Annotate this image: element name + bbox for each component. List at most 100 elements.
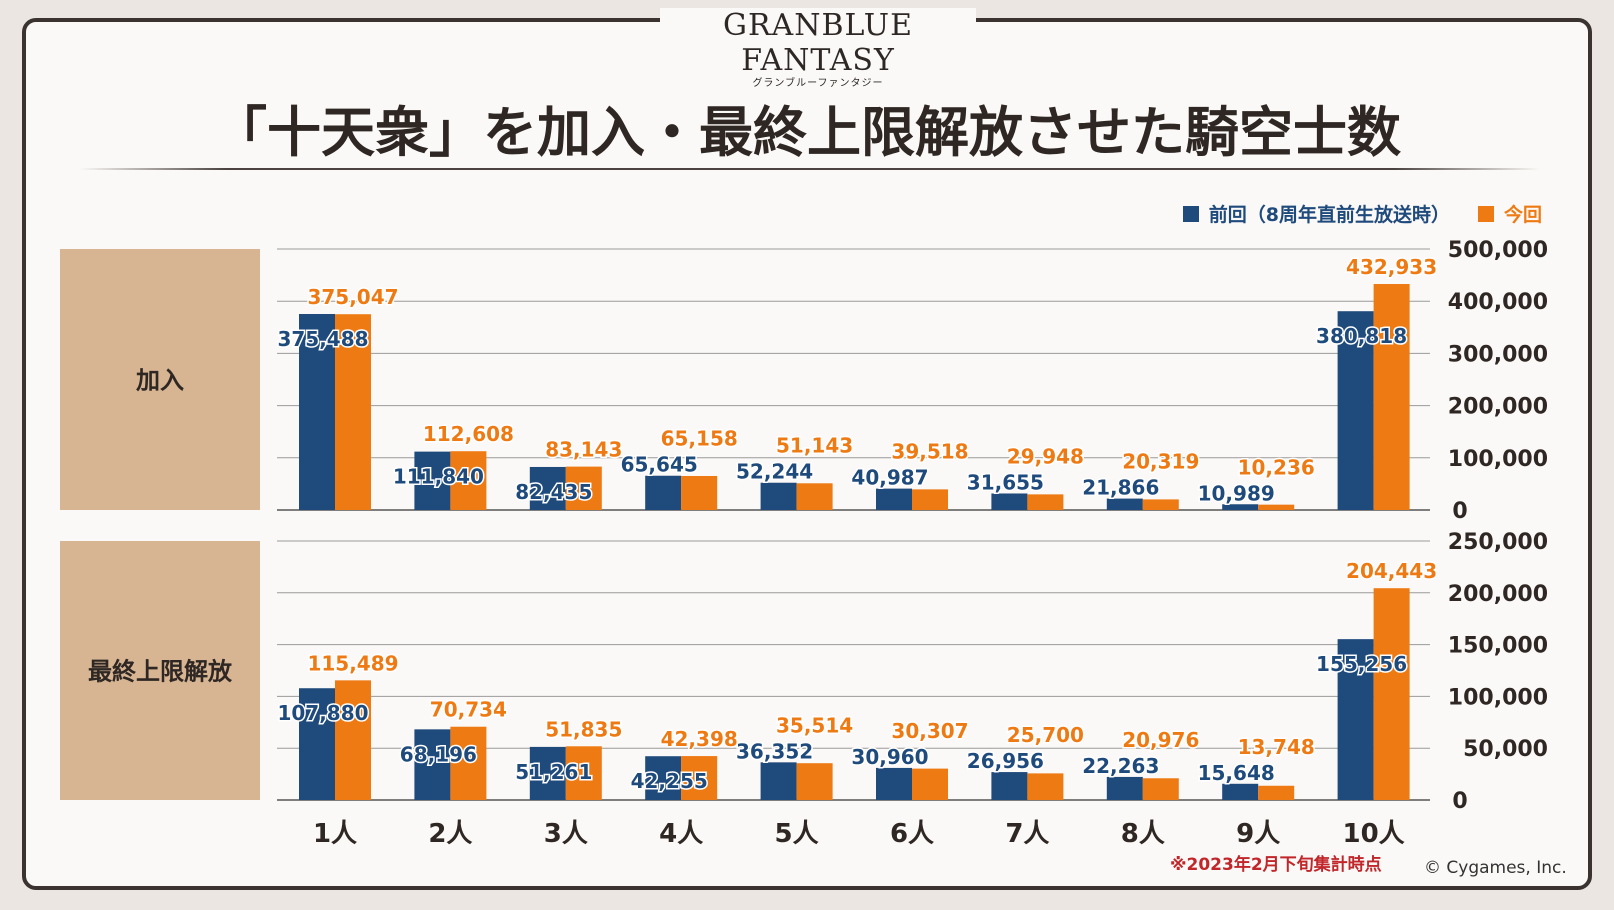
bar-current [681,475,718,510]
data-label-previous: 52,244 [736,460,813,484]
bar-current [796,763,833,800]
granblue-fantasy-logo: GRANBLUE FANTASY グランブルーファンタジー [660,8,976,89]
data-label-current: 204,443 [1346,559,1437,583]
data-label-previous: 375,488 [277,327,368,351]
bar-current [681,756,718,800]
bar-current [565,466,602,510]
bar-current [335,680,371,800]
bar-previous [1337,639,1374,800]
bar-previous [876,767,912,800]
y-tick-label: 200,000 [1448,395,1548,420]
bar-current [1258,785,1295,800]
data-label-current: 29,948 [1007,444,1084,468]
legend-swatch-previous [1182,205,1199,222]
data-label-current: 25,700 [1007,723,1084,747]
data-label-previous: 30,960 [851,745,928,769]
x-tick-label: 8人 [1121,819,1165,849]
data-label-previous: 26,956 [967,749,1044,773]
data-label-current: 112,608 [423,422,514,446]
bar-previous [991,493,1028,510]
bar-current [1142,499,1179,510]
bar-current [450,451,487,510]
data-label-current: 375,047 [307,285,398,309]
legend-label-current: 今回 [1503,204,1542,226]
data-label-previous: 10,989 [1198,481,1275,505]
data-label-previous: 65,645 [621,453,698,477]
y-tick-label: 400,000 [1448,290,1548,315]
bar-previous [876,488,912,510]
data-label-current: 42,398 [661,727,738,751]
data-label-previous: 380,818 [1316,324,1407,348]
data-label-current: 115,489 [307,651,398,675]
bar-previous [1106,498,1143,510]
x-tick-label: 5人 [775,819,819,849]
bar-previous [1222,783,1259,800]
data-label-previous: 68,196 [400,742,477,766]
logo-text: GRANBLUE FANTASY [723,8,913,78]
data-label-current: 30,307 [891,719,968,743]
data-label-previous: 22,263 [1082,754,1159,778]
y-tick-label: 500,000 [1448,238,1548,263]
y-tick-label: 0 [1452,789,1467,814]
legend-swatch-current [1477,205,1494,222]
bar-current [1373,588,1410,800]
data-label-current: 65,158 [661,427,738,451]
bar-current [1142,778,1179,800]
bar-previous [529,746,566,800]
bar-current [1027,494,1064,510]
data-label-previous: 107,880 [277,701,368,725]
slide-frame [22,18,1592,890]
y-tick-label: 200,000 [1448,582,1548,607]
y-tick-label: 300,000 [1448,342,1548,367]
bar-current [335,314,371,510]
bar-current [1027,773,1064,800]
bar-previous [1222,504,1259,510]
y-tick-label: 50,000 [1463,737,1548,762]
data-label-previous: 155,256 [1316,652,1407,676]
data-label-previous: 111,840 [393,465,484,489]
bar-previous [299,313,335,510]
row-label-box [60,541,260,800]
x-tick-label: 9人 [1236,819,1280,849]
data-label-current: 20,319 [1122,450,1199,474]
data-label-current: 10,236 [1238,455,1315,479]
data-label-current: 20,976 [1122,728,1199,752]
x-tick-label: 3人 [544,819,588,849]
data-label-current: 51,835 [545,717,622,741]
bar-current [1373,284,1410,510]
data-label-current: 51,143 [776,434,853,458]
bar-previous [645,756,682,800]
y-tick-label: 0 [1452,499,1467,524]
bar-previous [760,482,797,510]
data-label-previous: 21,866 [1082,476,1159,500]
row-label: 加入 [136,367,184,395]
y-tick-label: 100,000 [1448,447,1548,472]
y-tick-label: 100,000 [1448,685,1548,710]
x-tick-label: 4人 [659,819,703,849]
x-tick-label: 10人 [1343,819,1405,849]
data-label-previous: 15,648 [1198,761,1275,785]
bar-previous [1106,776,1143,800]
bar-previous [645,475,682,510]
data-label-current: 35,514 [776,713,853,737]
page-title: 「十天衆」を加入・最終上限解放させた騎空士数 [213,101,1401,164]
data-label-current: 13,748 [1238,735,1315,759]
legend: 前回（8周年直前生放送時） 今回 [1182,200,1542,227]
bar-previous [529,466,566,510]
row-label: 最終上限解放 [88,658,233,686]
bar-current [912,768,948,800]
bar-previous [299,688,335,800]
logo-subtext: グランブルーファンタジー [752,78,884,89]
bar-previous [1337,311,1374,510]
row-label-box [60,249,260,510]
legend-label-previous: 前回（8周年直前生放送時） [1208,204,1450,226]
bar-current [565,746,602,800]
bar-previous [760,762,797,800]
data-label-previous: 40,987 [851,466,928,490]
data-label-current: 39,518 [891,440,968,464]
y-tick-label: 150,000 [1448,634,1548,659]
data-label-current: 83,143 [545,438,622,462]
data-label-previous: 82,435 [515,480,592,504]
bar-previous [414,451,451,510]
